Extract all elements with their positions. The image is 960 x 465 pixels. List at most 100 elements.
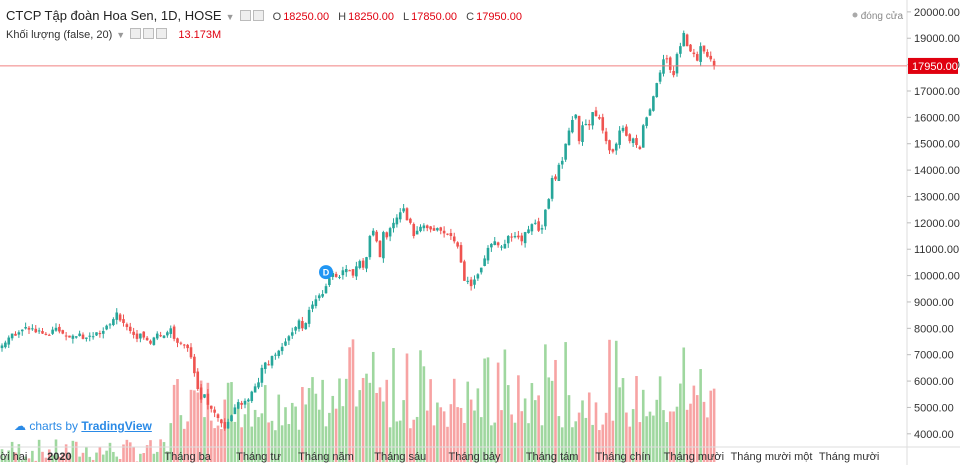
symbol-title[interactable]: CTCP Tập đoàn Hoa Sen, 1D, HOSE <box>6 8 222 23</box>
volume-bar <box>574 421 578 462</box>
volume-bar <box>280 425 284 462</box>
volume-bar <box>118 458 122 462</box>
volume-bar <box>95 452 98 462</box>
volume-bar <box>321 379 324 462</box>
volume-bar <box>631 409 635 462</box>
candle-body <box>625 126 628 136</box>
candle-body <box>506 236 510 244</box>
candle-body <box>68 335 71 338</box>
y-tick-label: 8000.00 <box>914 323 954 335</box>
candle-body <box>105 325 108 330</box>
candle-body <box>328 278 331 286</box>
volume-bar <box>425 410 429 462</box>
volume-bar <box>645 416 648 462</box>
candle-body <box>277 350 281 357</box>
candle-body <box>0 345 4 349</box>
candle-body <box>564 143 567 160</box>
chevron-down-icon[interactable]: ▼ <box>116 30 126 40</box>
y-tick-label: 20000.00 <box>914 7 960 19</box>
candle-body <box>193 356 196 374</box>
volume-bar <box>709 390 713 462</box>
volume-bar <box>432 425 436 462</box>
volume-bar <box>527 423 530 462</box>
candle-body <box>550 178 554 199</box>
volume-bar <box>415 416 419 462</box>
candle-body <box>574 114 578 119</box>
volume-bar <box>236 402 240 462</box>
candle-body <box>709 55 713 60</box>
tradingview-logo[interactable]: ☁ charts by TradingView <box>8 416 158 436</box>
candle-body <box>371 230 375 236</box>
candle-body <box>267 364 270 366</box>
candle-body <box>206 393 210 405</box>
volume-indicator-label[interactable]: Khối lượng (false, 20) <box>6 29 113 41</box>
candle-body <box>503 243 507 249</box>
close-icon[interactable] <box>156 28 168 39</box>
volume-bar <box>638 422 642 462</box>
volume-bar <box>206 382 210 462</box>
volume-bar <box>375 392 378 462</box>
candle-body <box>368 236 372 258</box>
candle-body <box>638 146 642 149</box>
volume-bar <box>17 444 21 462</box>
candle-body <box>213 409 216 413</box>
volume-bar <box>14 452 17 462</box>
candle-body <box>493 241 497 245</box>
candle-body <box>98 332 102 335</box>
candle-body <box>682 32 686 47</box>
candle-body <box>115 312 119 320</box>
volume-bar <box>105 450 108 462</box>
volume-bar <box>412 419 416 462</box>
eye-icon[interactable] <box>239 10 251 21</box>
chevron-down-icon[interactable]: ▼ <box>225 12 235 22</box>
volume-bar <box>544 344 547 462</box>
candle-body <box>179 342 183 344</box>
candle-body <box>270 356 274 366</box>
volume-bar <box>442 411 446 462</box>
volume-bar <box>655 399 659 462</box>
volume-bar <box>537 395 540 462</box>
candle-body <box>112 319 115 325</box>
candle-body <box>250 391 254 402</box>
eye-icon[interactable] <box>130 28 142 39</box>
volume-bar <box>274 430 277 462</box>
candle-body <box>304 323 308 330</box>
volume-bar <box>567 395 571 462</box>
candle-body <box>463 261 466 281</box>
volume-bar <box>611 420 615 462</box>
candle-body <box>473 279 476 285</box>
y-tick-label: 4000.00 <box>914 429 954 441</box>
candle-body <box>540 228 544 230</box>
volume-bar <box>560 427 564 462</box>
volume-bar <box>257 417 260 462</box>
volume-bar <box>10 441 14 462</box>
volume-bar <box>409 428 412 462</box>
volume-bar <box>58 456 61 462</box>
candle-body <box>317 295 321 299</box>
candle-body <box>692 52 696 55</box>
settings-icon[interactable] <box>143 28 155 39</box>
dividend-marker[interactable] <box>319 265 333 280</box>
candle-body <box>442 230 446 234</box>
candle-body <box>7 337 11 345</box>
candle-body <box>301 321 304 329</box>
y-tick-label: 10000.00 <box>914 271 960 283</box>
volume-bar <box>429 379 432 462</box>
candle-body <box>74 336 78 338</box>
candle-body <box>189 347 193 358</box>
volume-bar <box>446 426 449 462</box>
volume-bar <box>311 377 314 462</box>
branding-prefix: charts by <box>29 419 79 433</box>
settings-icon[interactable] <box>252 10 264 21</box>
volume-bar <box>307 388 311 462</box>
candle-body <box>409 218 412 223</box>
candle-body <box>34 328 38 333</box>
volume-bar <box>682 347 686 462</box>
volume-bar <box>304 404 308 462</box>
volume-bar <box>473 410 476 462</box>
volume-bar <box>61 454 65 462</box>
volume-bar <box>554 359 557 462</box>
volume-bar <box>155 451 159 462</box>
candle-body <box>142 331 146 338</box>
